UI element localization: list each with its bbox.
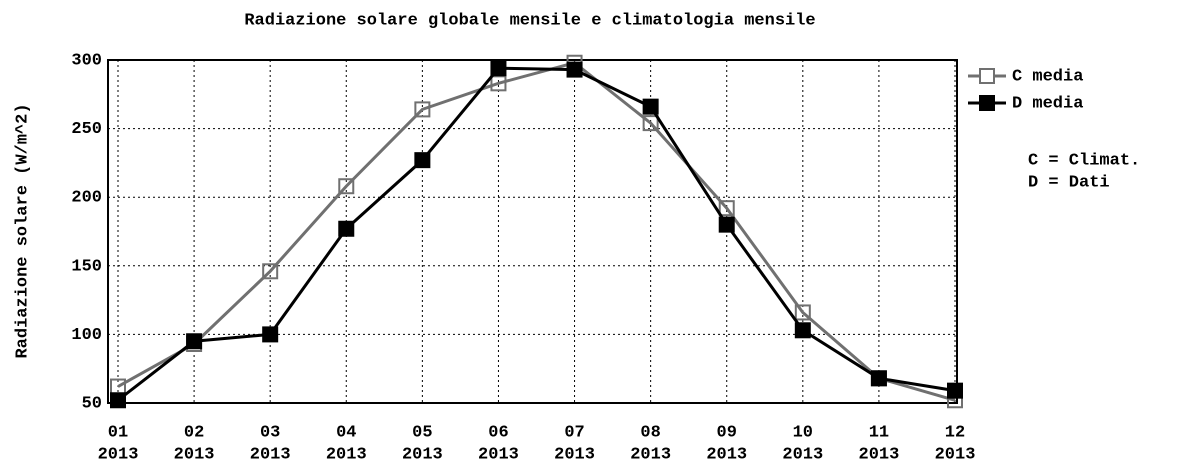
point xyxy=(870,370,887,387)
point xyxy=(262,263,279,280)
y-tick-label: 200 xyxy=(71,189,102,208)
series-line xyxy=(117,66,956,402)
x-tick-label: 09 xyxy=(717,423,737,442)
x-tick-label: 2013 xyxy=(935,445,976,464)
point xyxy=(718,200,735,217)
point xyxy=(490,60,507,77)
x-tick-label: 03 xyxy=(260,423,280,442)
point xyxy=(642,115,659,132)
x-tick-label: 2013 xyxy=(402,445,443,464)
x-tick-label: 04 xyxy=(336,423,356,442)
point xyxy=(490,75,507,92)
x-tick-label: 2013 xyxy=(174,445,215,464)
point xyxy=(186,333,203,350)
series-line xyxy=(117,61,956,402)
point xyxy=(414,101,431,118)
x-tick-label: 2013 xyxy=(859,445,900,464)
x-tick-label: 2013 xyxy=(706,445,747,464)
x-tick-label: 07 xyxy=(564,423,584,442)
y-tick-label: 150 xyxy=(71,257,102,276)
x-tick-label: 2013 xyxy=(98,445,139,464)
y-tick-label: 50 xyxy=(82,394,102,413)
point xyxy=(110,378,126,395)
x-tick-label: 02 xyxy=(184,423,204,442)
point xyxy=(794,322,811,339)
x-tick-label: 2013 xyxy=(782,445,823,464)
x-tick-label: 11 xyxy=(869,423,889,442)
point xyxy=(566,61,583,78)
point xyxy=(338,178,355,195)
y-tick-label: 100 xyxy=(71,326,102,345)
x-tick-label: 05 xyxy=(412,423,432,442)
point xyxy=(338,220,355,237)
x-tick-label: 2013 xyxy=(326,445,367,464)
point xyxy=(718,216,735,233)
legend-marker xyxy=(979,68,995,84)
point xyxy=(947,382,963,399)
x-tick-label: 2013 xyxy=(250,445,291,464)
x-tick-label: 10 xyxy=(793,423,813,442)
legend-label: D media xyxy=(1012,94,1083,113)
point xyxy=(262,326,279,343)
point xyxy=(414,152,431,169)
y-tick-label: 250 xyxy=(71,120,102,139)
x-tick-label: 06 xyxy=(488,423,508,442)
annotation: D = Dati xyxy=(1028,173,1110,192)
y-tick-label: 300 xyxy=(71,51,102,70)
point xyxy=(794,304,811,321)
y-axis-label: Radiazione solare (W/m^2) xyxy=(13,103,32,358)
point xyxy=(110,392,126,409)
x-tick-label: 2013 xyxy=(554,445,595,464)
annotation: C = Climat. xyxy=(1028,151,1140,170)
x-tick-label: 2013 xyxy=(478,445,519,464)
chart-title: Radiazione solare globale mensile e clim… xyxy=(244,11,815,30)
plot-frame xyxy=(107,59,958,404)
x-tick-label: 08 xyxy=(640,423,660,442)
legend-marker xyxy=(979,95,995,111)
point xyxy=(642,98,659,115)
x-tick-label: 12 xyxy=(945,423,965,442)
x-tick-label: 01 xyxy=(108,423,128,442)
x-tick-label: 2013 xyxy=(630,445,671,464)
legend-label: C media xyxy=(1012,67,1083,86)
